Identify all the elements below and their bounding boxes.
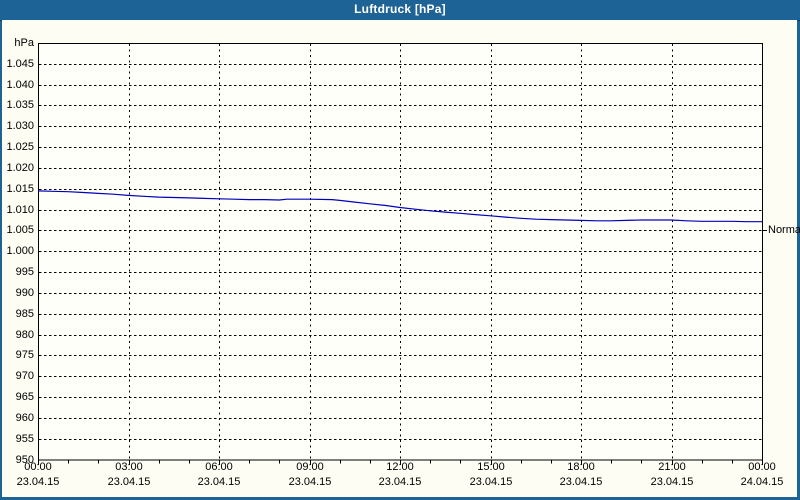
chart-title: Luftdruck [hPa] [354,2,446,16]
y-axis-unit-label: hPa [14,37,34,49]
y-tick-label: 960 [15,412,34,424]
y-tick-label: 1.015 [6,183,34,195]
x-tick-date-label: 23.04.15 [559,476,603,488]
x-tick-date-label: 23.04.15 [469,476,513,488]
y-tick-label: 955 [15,433,34,445]
x-tick-time-label: 21:00 [658,461,686,473]
y-tick-label: 1.020 [6,162,34,174]
chart-area: hPa 1.045 1.040 1.035 1.030 1.025 1.020 1.015 1… [2,20,800,497]
x-tick-date-label: 24.04.15 [740,476,784,488]
y-tick-label: 1.010 [6,204,34,216]
x-tick-time-label: 00:00 [748,461,776,473]
y-tick-label: 1.000 [6,245,34,257]
normal-pressure-annotation: Normal [768,224,800,236]
y-tick-label: 950 [15,454,34,466]
x-tick-time-label: 18:00 [567,461,595,473]
y-tick-label: 985 [15,308,34,320]
y-tick-label: 1.030 [6,120,34,132]
y-tick-label: 970 [15,370,34,382]
y-tick-label: 975 [15,349,34,361]
y-tick-label: 1.040 [6,79,34,91]
y-tick-label: 1.025 [6,141,34,153]
x-tick-date-label: 23.04.15 [650,476,694,488]
x-tick-date-label: 23.04.15 [288,476,332,488]
y-tick-label: 990 [15,287,34,299]
x-tick-time-label: 03:00 [115,461,143,473]
x-tick-date-label: 23.04.15 [107,476,151,488]
pressure-chart [37,43,767,465]
x-tick-time-label: 06:00 [205,461,233,473]
y-tick-label: 1.045 [6,58,34,70]
x-tick-time-label: 12:00 [386,461,414,473]
x-tick-time-label: 09:00 [296,461,324,473]
x-tick-time-label: 15:00 [477,461,505,473]
x-tick-date-label: 23.04.15 [197,476,241,488]
title-bar: Luftdruck [hPa] [0,0,800,21]
y-tick-label: 1.035 [6,99,34,111]
x-tick-date-label: 23.04.15 [16,476,60,488]
x-tick-date-label: 23.04.15 [378,476,422,488]
y-tick-label: 995 [15,266,34,278]
y-tick-label: 965 [15,391,34,403]
y-tick-label: 980 [15,329,34,341]
x-tick-time-label: 00:00 [24,461,52,473]
y-tick-label: 1.005 [6,224,34,236]
